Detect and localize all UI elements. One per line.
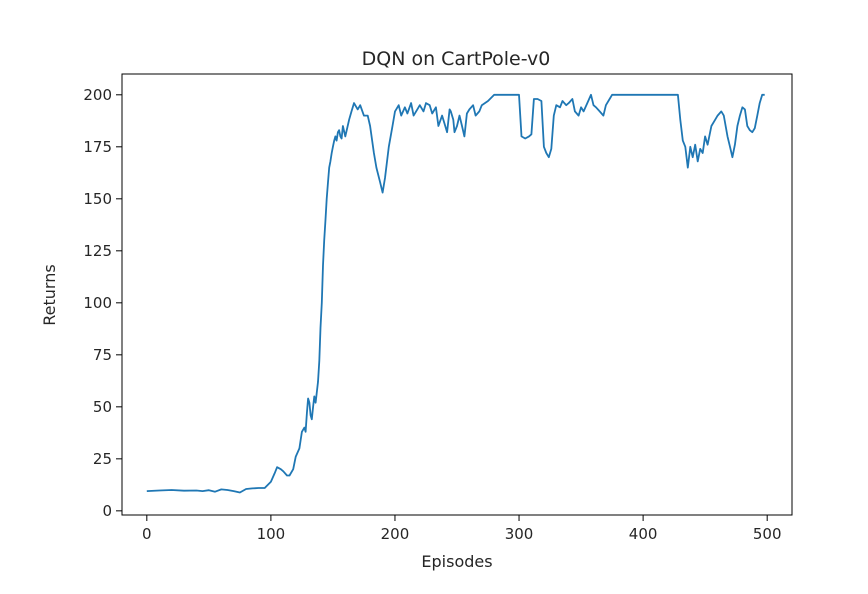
x-tick-label: 500 bbox=[753, 525, 782, 543]
y-tick-label: 125 bbox=[83, 242, 112, 260]
ticks: 0 100 200 300 400 500 0 25 50 75 100 125 150 175 200 bbox=[83, 86, 781, 543]
y-tick-label: 50 bbox=[93, 398, 112, 416]
y-tick-label: 150 bbox=[83, 190, 112, 208]
x-tick-label: 200 bbox=[381, 525, 410, 543]
y-tick-label: 100 bbox=[83, 294, 112, 312]
x-tick-label: 300 bbox=[505, 525, 534, 543]
x-tick-label: 400 bbox=[629, 525, 658, 543]
chart-title: DQN on CartPole-v0 bbox=[362, 48, 551, 70]
y-tick-label: 175 bbox=[83, 138, 112, 156]
y-tick-label: 0 bbox=[102, 502, 112, 520]
x-tick-label: 100 bbox=[257, 525, 286, 543]
x-axis-label: Episodes bbox=[421, 552, 492, 571]
series-line bbox=[146, 93, 765, 494]
y-tick-label: 25 bbox=[93, 450, 112, 468]
y-axis-label: Returns bbox=[40, 264, 59, 325]
y-tick-label: 75 bbox=[93, 346, 112, 364]
plot-frame bbox=[121, 73, 793, 516]
x-tick-label: 0 bbox=[142, 525, 152, 543]
y-tick-label: 200 bbox=[83, 86, 112, 104]
